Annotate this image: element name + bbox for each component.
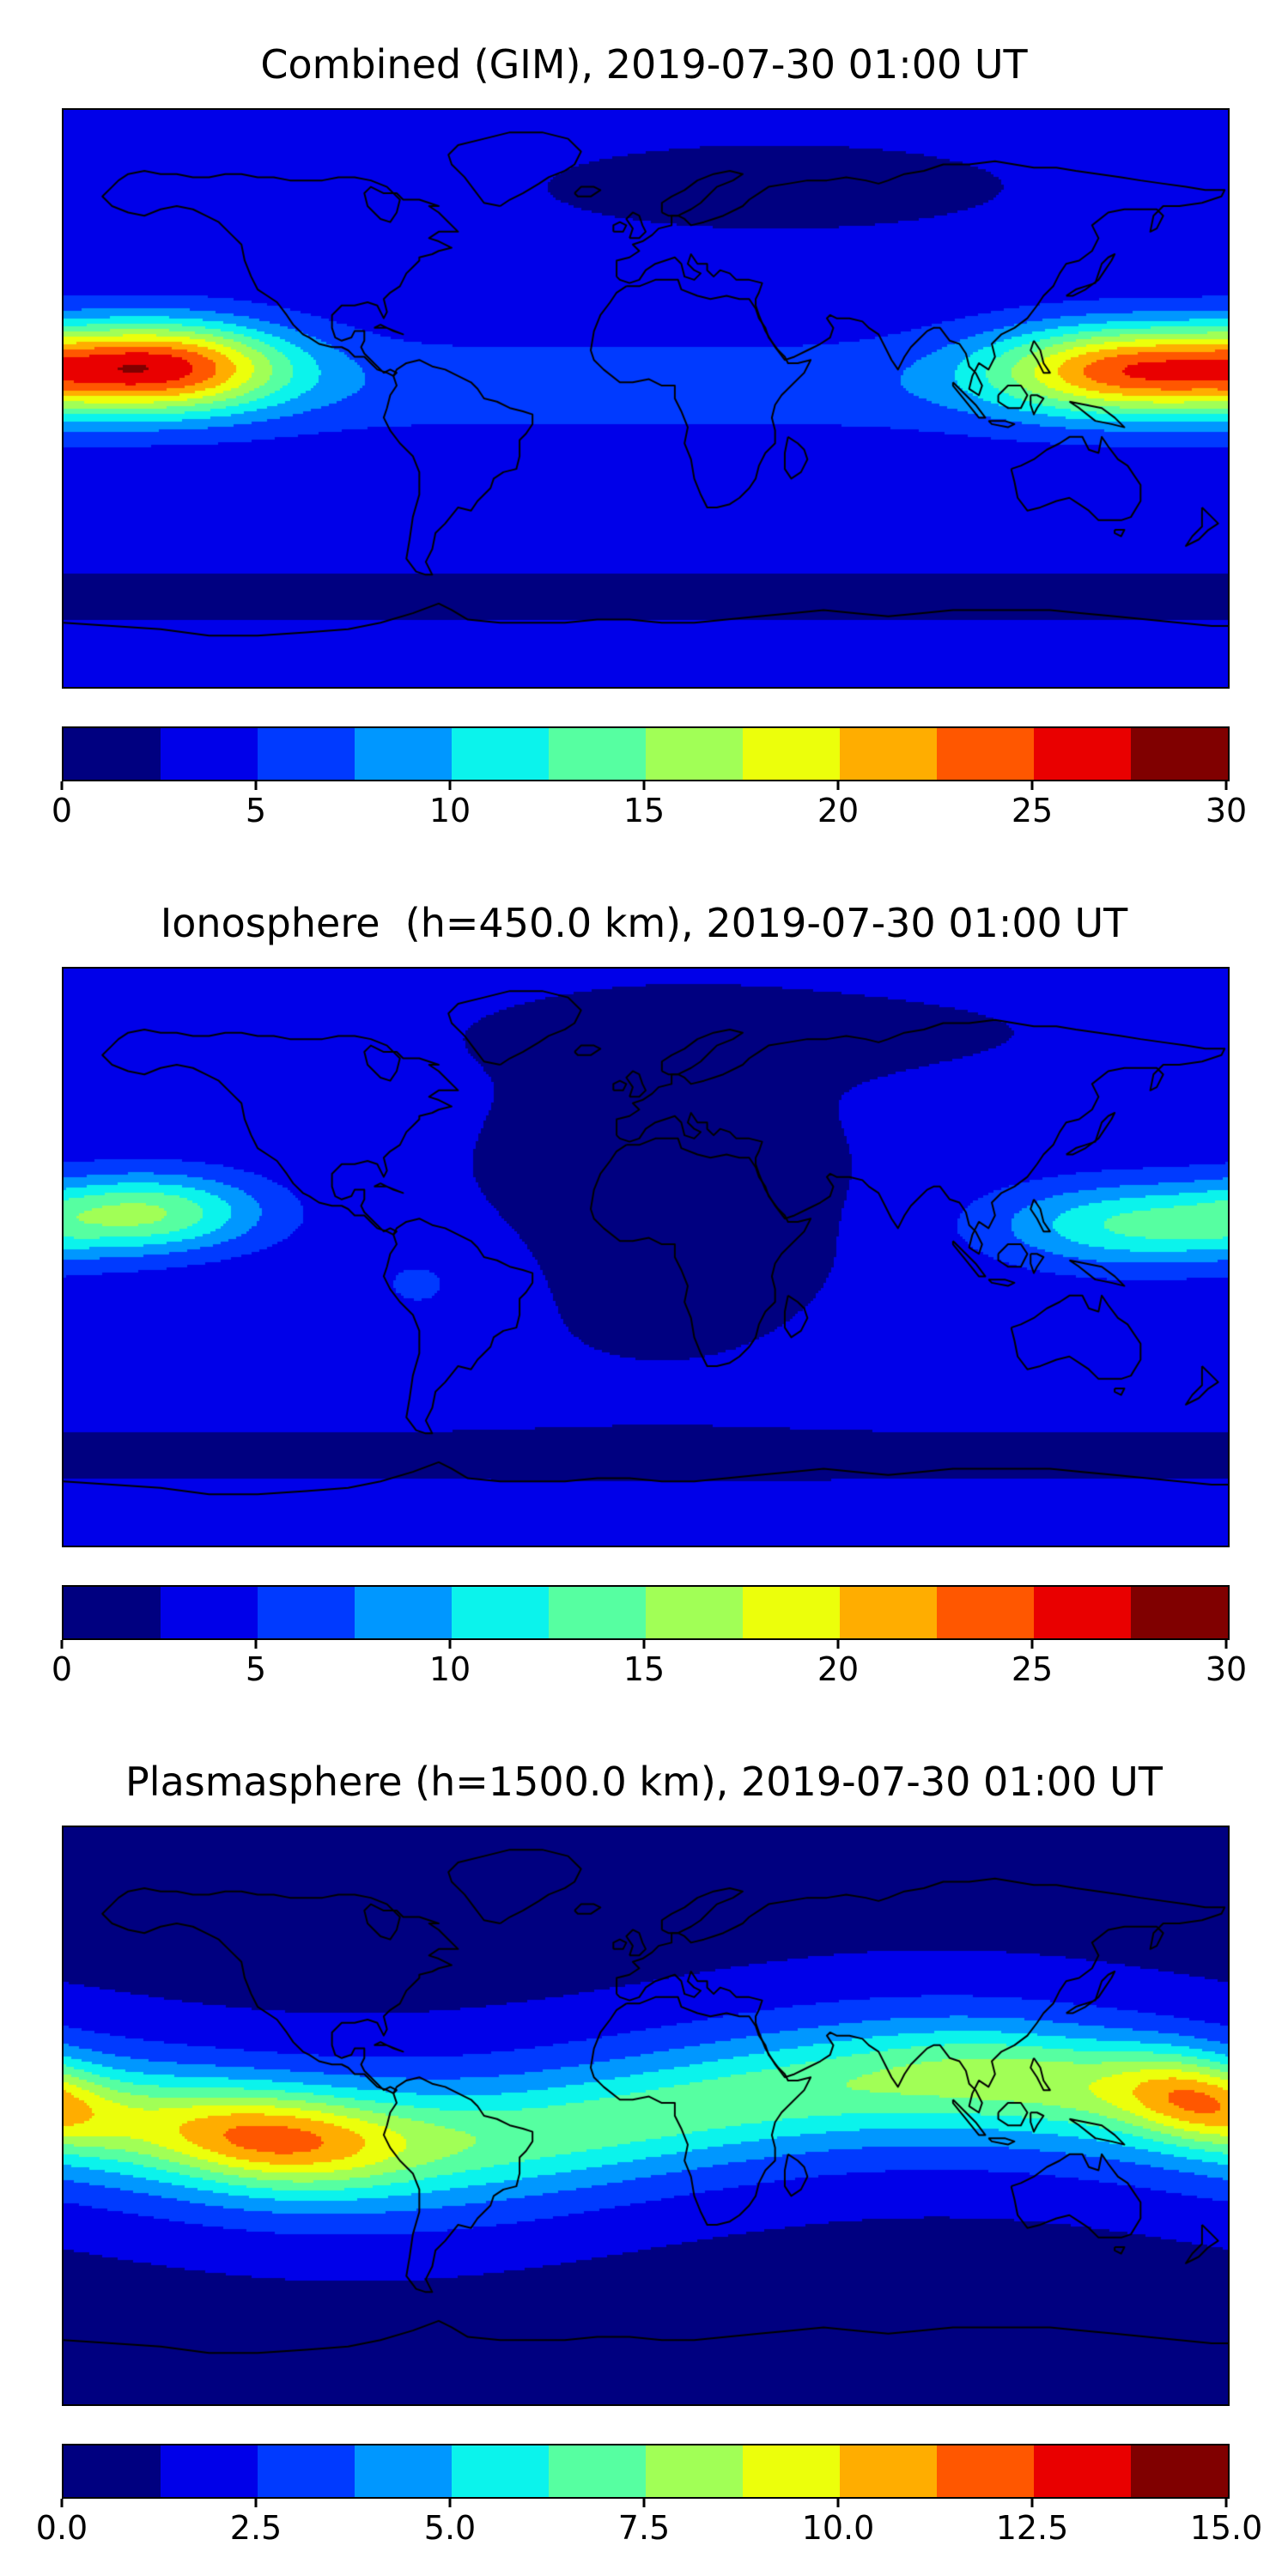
colorbar-segment (258, 728, 355, 780)
colorbar-tick-mark (1224, 781, 1228, 790)
colorbar-tick-label: 30 (1205, 792, 1248, 829)
colorbar-tick-label: 0.0 (35, 2509, 88, 2547)
colorbar-tick-mark (642, 1640, 646, 1649)
colorbar-segment (452, 2445, 549, 2497)
colorbar-tick-label: 15.0 (1189, 2509, 1263, 2547)
colorbar-tick-mark (60, 781, 64, 790)
colorbar-segment (452, 1587, 549, 1638)
colorbar-segment (1034, 1587, 1131, 1638)
colorbar-ionosphere (62, 1585, 1230, 1640)
colorbar-segment (1131, 2445, 1228, 2497)
colorbar-tick-mark (1224, 2499, 1228, 2507)
contour-map-ionosphere (62, 967, 1230, 1547)
colorbar-segment (937, 2445, 1034, 2497)
colorbar-tick-label: 10 (428, 1650, 471, 1688)
colorbar-plasmasphere (62, 2444, 1230, 2499)
colorbar-combined (62, 726, 1230, 781)
panel-plasmasphere: Plasmasphere (h=1500.0 km), 2019-07-30 0… (0, 1717, 1288, 2576)
map-title-ionosphere: Ionosphere (h=450.0 km), 2019-07-30 01:0… (160, 900, 1128, 946)
colorbar-tick-mark (254, 781, 258, 790)
colorbar-segment (840, 1587, 937, 1638)
colorbar-tick-label: 10 (428, 792, 471, 829)
colorbar-tick-label: 20 (817, 1650, 860, 1688)
colorbar-tick-mark (1030, 1640, 1034, 1649)
colorbar-tick-label: 5.0 (423, 2509, 477, 2547)
colorbar-tick-mark (642, 2499, 646, 2507)
colorbar-tick-label: 15 (623, 792, 665, 829)
colorbar-segment (743, 2445, 840, 2497)
colorbar-tick-label: 0 (51, 1650, 73, 1688)
colorbar-ticks-plasmasphere: 0.0 2.5 5.0 7.5 10.0 12.5 15.0 (36, 2499, 1262, 2550)
colorbar-segment (549, 2445, 646, 2497)
colorbar-segment (549, 1587, 646, 1638)
contour-map-combined (62, 108, 1230, 689)
colorbar-ticks-ionosphere: 0 5 10 15 20 25 30 (52, 1640, 1247, 1692)
colorbar-tick-mark (1030, 2499, 1034, 2507)
colorbar-segment (646, 728, 743, 780)
colorbar-tick-mark (448, 781, 452, 790)
panel-ionosphere: Ionosphere (h=450.0 km), 2019-07-30 01:0… (0, 859, 1288, 1717)
colorbar-tick-label: 20 (817, 792, 860, 829)
colorbar-segment (355, 728, 452, 780)
colorbar-tick-label: 0 (51, 792, 73, 829)
colorbar-segment (452, 728, 549, 780)
colorbar-tick-mark (448, 1640, 452, 1649)
colorbar-segment (64, 1587, 161, 1638)
colorbar-tick-label: 5 (245, 1650, 267, 1688)
colorbar-segment (258, 2445, 355, 2497)
colorbar-segment (743, 728, 840, 780)
colorbar-tick-mark (60, 1640, 64, 1649)
colorbar-segment (646, 2445, 743, 2497)
colorbar-tick-label: 10.0 (801, 2509, 875, 2547)
colorbar-tick-label: 7.5 (617, 2509, 671, 2547)
colorbar-tick-mark (1224, 1640, 1228, 1649)
colorbar-tick-mark (254, 2499, 258, 2507)
colorbar-segment (1131, 1587, 1228, 1638)
colorbar-segment (937, 1587, 1034, 1638)
colorbar-segment (549, 728, 646, 780)
colorbar-tick-label: 2.5 (229, 2509, 283, 2547)
colorbar-segment (840, 728, 937, 780)
colorbar-tick-mark (448, 2499, 452, 2507)
colorbar-segment (64, 728, 161, 780)
colorbar-tick-mark (254, 1640, 258, 1649)
colorbar-segment (646, 1587, 743, 1638)
colorbar-tick-mark (642, 781, 646, 790)
colorbar-segment (161, 728, 258, 780)
colorbar-tick-mark (836, 1640, 840, 1649)
colorbar-ticks-combined: 0 5 10 15 20 25 30 (52, 781, 1247, 833)
colorbar-segment (355, 1587, 452, 1638)
colorbar-segment (1034, 728, 1131, 780)
contour-map-plasmasphere (62, 1826, 1230, 2406)
colorbar-segment (161, 1587, 258, 1638)
colorbar-segment (355, 2445, 452, 2497)
colorbar-segment (743, 1587, 840, 1638)
colorbar-tick-mark (1030, 781, 1034, 790)
colorbar-tick-mark (836, 2499, 840, 2507)
colorbar-segment (937, 728, 1034, 780)
colorbar-tick-label: 12.5 (995, 2509, 1069, 2547)
colorbar-segment (161, 2445, 258, 2497)
colorbar-tick-label: 25 (1011, 1650, 1054, 1688)
colorbar-segment (840, 2445, 937, 2497)
colorbar-tick-mark (60, 2499, 64, 2507)
colorbar-segment (64, 2445, 161, 2497)
colorbar-tick-label: 15 (623, 1650, 665, 1688)
colorbar-tick-label: 5 (245, 792, 267, 829)
colorbar-tick-mark (836, 781, 840, 790)
colorbar-tick-label: 25 (1011, 792, 1054, 829)
colorbar-segment (1131, 728, 1228, 780)
map-title-plasmasphere: Plasmasphere (h=1500.0 km), 2019-07-30 0… (125, 1759, 1163, 1805)
panel-combined-gim: Combined (GIM), 2019-07-30 01:00 UT 0 5 10… (0, 0, 1288, 859)
colorbar-segment (258, 1587, 355, 1638)
colorbar-segment (1034, 2445, 1131, 2497)
colorbar-tick-label: 30 (1205, 1650, 1248, 1688)
map-title-combined: Combined (GIM), 2019-07-30 01:00 UT (260, 41, 1028, 88)
